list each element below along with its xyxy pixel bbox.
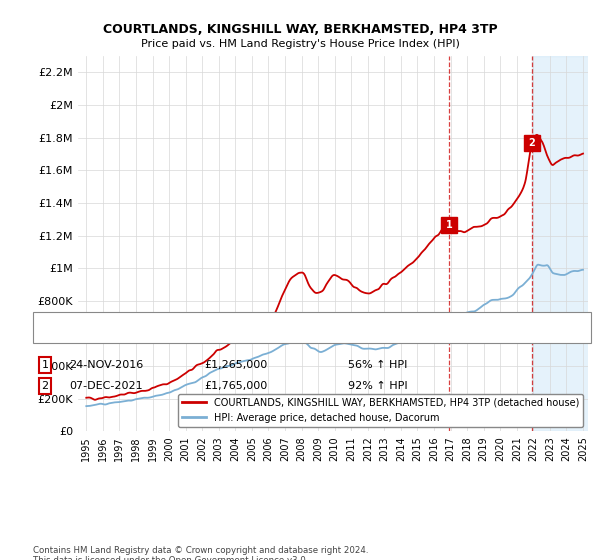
Text: 92% ↑ HPI: 92% ↑ HPI: [348, 381, 407, 391]
Text: 1: 1: [446, 220, 452, 230]
Text: £1,265,000: £1,265,000: [204, 360, 267, 370]
Bar: [532, 56, 592, 431]
Text: 56% ↑ HPI: 56% ↑ HPI: [348, 360, 407, 370]
Text: COURTLANDS, KINGSHILL WAY, BERKHAMSTED, HP4 3TP (detached house): COURTLANDS, KINGSHILL WAY, BERKHAMSTED, …: [78, 315, 466, 325]
Text: 2: 2: [529, 138, 535, 148]
Text: £1,765,000: £1,765,000: [204, 381, 267, 391]
Text: 07-DEC-2021: 07-DEC-2021: [69, 381, 143, 391]
Text: Price paid vs. HM Land Registry's House Price Index (HPI): Price paid vs. HM Land Registry's House …: [140, 39, 460, 49]
Text: 1: 1: [41, 360, 49, 370]
Text: COURTLANDS, KINGSHILL WAY, BERKHAMSTED, HP4 3TP: COURTLANDS, KINGSHILL WAY, BERKHAMSTED, …: [103, 24, 497, 36]
Text: 24-NOV-2016: 24-NOV-2016: [69, 360, 143, 370]
Legend: COURTLANDS, KINGSHILL WAY, BERKHAMSTED, HP4 3TP (detached house), HPI: Average p: COURTLANDS, KINGSHILL WAY, BERKHAMSTED, …: [178, 394, 583, 427]
Text: 2: 2: [41, 381, 49, 391]
Text: HPI: Average price, detached house, Dacorum: HPI: Average price, detached house, Daco…: [78, 329, 319, 339]
Text: Contains HM Land Registry data © Crown copyright and database right 2024.
This d: Contains HM Land Registry data © Crown c…: [33, 546, 368, 560]
